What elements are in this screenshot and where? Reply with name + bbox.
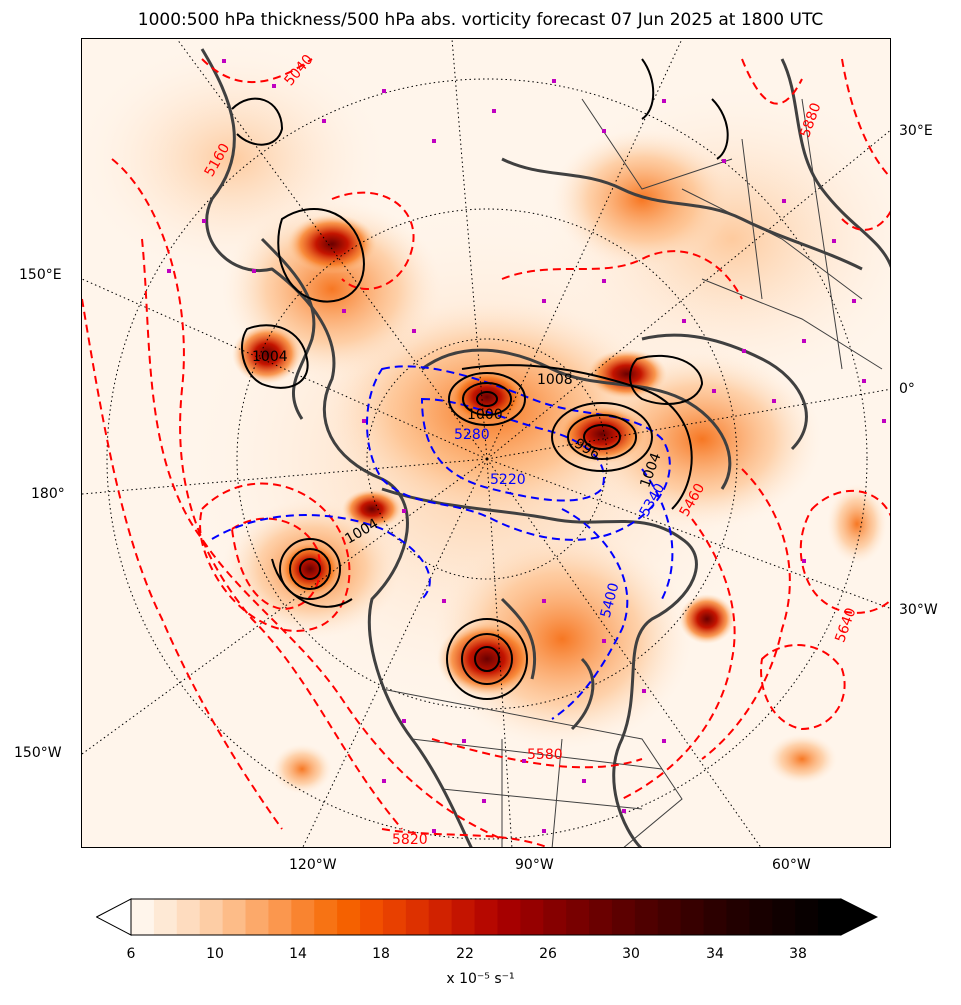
lon-label: 180° <box>31 486 65 502</box>
colorbar-cell <box>428 899 453 935</box>
colorbar-cell <box>360 899 384 935</box>
colorbar-cell <box>772 899 796 935</box>
mslp-contours <box>231 58 729 700</box>
colorbar-cell <box>680 899 705 935</box>
colorbar-cell <box>474 899 499 935</box>
borders <box>381 98 883 847</box>
colorbar-cell <box>589 899 613 935</box>
colorbar-cell <box>795 899 819 935</box>
colorbar <box>96 898 878 936</box>
contour-label: 5280 <box>454 427 490 443</box>
colorbar-cell <box>153 899 178 935</box>
lon-label: 60°W <box>772 857 811 873</box>
lon-label: 30°E <box>899 123 933 139</box>
colorbar-tick-label: 30 <box>622 946 640 962</box>
colorbar-cell <box>451 899 476 935</box>
thickness-contours-warm <box>82 58 890 847</box>
colorbar-cell <box>611 899 636 935</box>
contour-label: 5580 <box>527 747 563 763</box>
colorbar-cell <box>657 899 682 935</box>
colorbar-frame <box>130 898 842 936</box>
lon-label: 150°E <box>19 267 62 283</box>
colorbar-cell <box>314 899 338 935</box>
colorbar-unit-label: x 10⁻⁵ s⁻¹ <box>446 971 515 987</box>
station-markers <box>167 59 886 833</box>
colorbar-cell <box>703 899 728 935</box>
colorbar-tick-label: 6 <box>126 946 136 962</box>
colorbar-cell <box>176 899 201 935</box>
contour-label: 5220 <box>490 472 526 488</box>
colorbar-cell <box>726 899 750 935</box>
colorbar-cell <box>382 899 407 935</box>
colorbar-cell <box>497 899 521 935</box>
colorbar-cell <box>291 899 315 935</box>
lon-label: 0° <box>899 381 915 397</box>
lon-label: 120°W <box>289 857 337 873</box>
colorbar-tick-label: 10 <box>206 946 224 962</box>
colorbar-tick-label: 18 <box>372 946 390 962</box>
colorbar-cell <box>818 899 842 935</box>
lon-label: 150°W <box>14 745 62 761</box>
thickness-contours-cold <box>211 365 674 720</box>
colorbar-tick-label: 38 <box>789 946 807 962</box>
figure-title: 1000:500 hPa thickness/500 hPa abs. vort… <box>137 10 824 30</box>
lon-label: 30°W <box>899 602 938 618</box>
lon-label: 90°W <box>515 857 554 873</box>
vorticity-shading <box>82 39 890 847</box>
colorbar-cell <box>566 899 590 935</box>
colorbar-cell <box>520 899 544 935</box>
colorbar-cell <box>749 899 773 935</box>
colorbar-tick-label: 14 <box>289 946 307 962</box>
colorbar-cell <box>268 899 292 935</box>
colorbar-cell <box>245 899 270 935</box>
colorbar-cell <box>543 899 567 935</box>
map-panel[interactable]: 5280 5220 5340 5400 5460 5580 5640 5820 … <box>81 38 891 848</box>
colorbar-cell <box>337 899 361 935</box>
colorbar-extend-high <box>840 898 878 936</box>
colorbar-cells <box>131 899 842 935</box>
contour-label: 1004 <box>252 349 288 365</box>
colorbar-extend-low <box>96 898 132 936</box>
colorbar-cell <box>199 899 224 935</box>
colorbar-cell <box>222 899 247 935</box>
colorbar-tick-label: 22 <box>456 946 474 962</box>
colorbar-cell <box>405 899 430 935</box>
contour-label: 5820 <box>392 832 428 848</box>
colorbar-tick-label: 26 <box>539 946 557 962</box>
colorbar-cell <box>634 899 659 935</box>
map-canvas: 5280 5220 5340 5400 5460 5580 5640 5820 … <box>82 39 890 848</box>
contour-label: 1008 <box>537 372 573 388</box>
colorbar-tick-label: 34 <box>706 946 724 962</box>
colorbar-cell <box>131 899 155 935</box>
contour-label: 1000 <box>467 407 503 423</box>
